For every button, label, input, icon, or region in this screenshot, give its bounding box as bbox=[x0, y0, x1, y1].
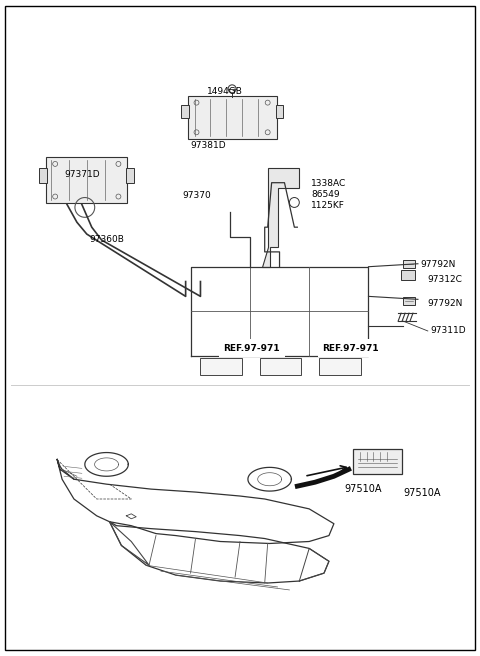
Text: 86549: 86549 bbox=[311, 190, 340, 199]
Bar bbox=[180, 104, 189, 119]
Text: 97792N: 97792N bbox=[428, 298, 463, 308]
Text: 97371D: 97371D bbox=[64, 171, 100, 179]
Bar bbox=[126, 168, 134, 183]
Text: 97360B: 97360B bbox=[90, 235, 125, 243]
Bar bbox=[260, 358, 301, 375]
Text: 97311D: 97311D bbox=[431, 327, 467, 335]
Text: 97370: 97370 bbox=[183, 191, 211, 200]
FancyBboxPatch shape bbox=[353, 449, 402, 474]
Text: 97312C: 97312C bbox=[428, 275, 463, 284]
Text: 97381D: 97381D bbox=[191, 140, 226, 150]
Text: REF.97-971: REF.97-971 bbox=[323, 344, 379, 353]
Text: 97792N: 97792N bbox=[420, 260, 455, 269]
Bar bbox=[276, 104, 284, 119]
Text: 1338AC: 1338AC bbox=[311, 179, 347, 188]
Bar bbox=[39, 168, 47, 183]
Text: 1494GB: 1494GB bbox=[207, 87, 243, 96]
Text: 97510A: 97510A bbox=[403, 488, 441, 498]
Text: REF.97-971: REF.97-971 bbox=[224, 344, 280, 353]
FancyBboxPatch shape bbox=[46, 157, 127, 203]
Bar bbox=[401, 270, 415, 279]
Bar bbox=[403, 260, 415, 268]
Bar bbox=[403, 297, 415, 305]
Bar bbox=[319, 358, 360, 375]
Text: 97510A: 97510A bbox=[345, 484, 382, 494]
FancyBboxPatch shape bbox=[188, 96, 276, 139]
Polygon shape bbox=[262, 168, 300, 267]
Bar bbox=[201, 358, 242, 375]
Text: 1125KF: 1125KF bbox=[311, 201, 345, 210]
